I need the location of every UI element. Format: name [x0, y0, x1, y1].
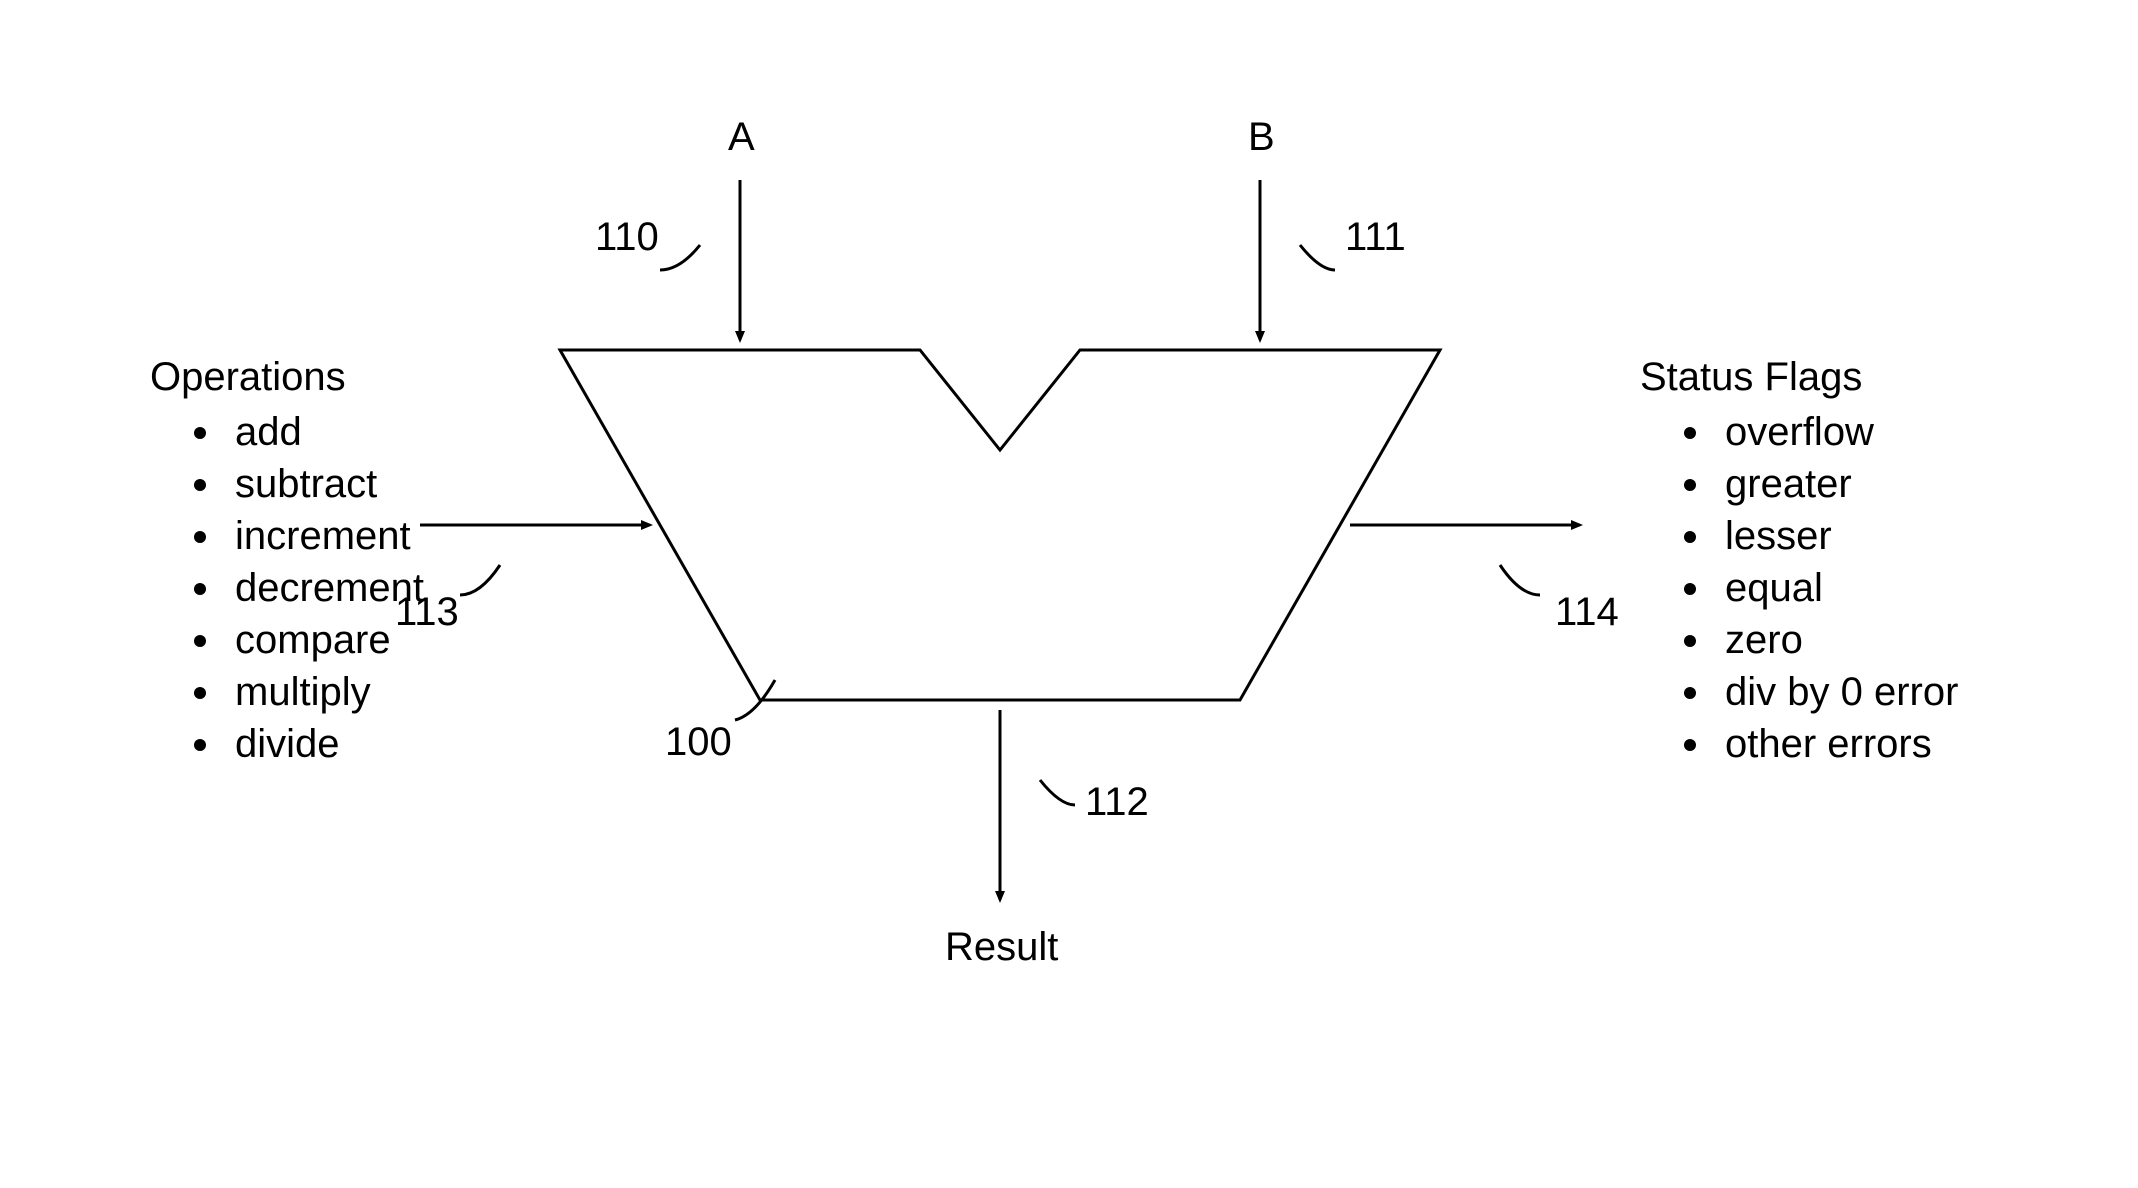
result-label: Result — [945, 925, 1058, 969]
list-item: equal — [1725, 566, 1823, 610]
operations-title: Operations — [150, 355, 346, 399]
alu-shape — [560, 350, 1440, 700]
leader-113 — [460, 565, 500, 595]
ref-114: 114 — [1555, 590, 1619, 634]
list-item: lesser — [1725, 514, 1832, 558]
bullet-icon — [194, 635, 206, 647]
status-flags-title: Status Flags — [1640, 355, 1862, 399]
list-item: increment — [235, 514, 411, 558]
leader-110 — [660, 245, 700, 270]
list-item: zero — [1725, 618, 1803, 662]
leader-111 — [1300, 245, 1335, 270]
list-item: other errors — [1725, 722, 1932, 766]
bullet-icon — [194, 531, 206, 543]
list-item: decrement — [235, 566, 424, 610]
list-item: add — [235, 410, 302, 454]
list-item: overflow — [1725, 410, 1874, 454]
alu-diagram: A B Result 110111112113114100 Operations… — [0, 0, 2138, 1188]
ref-111: 111 — [1345, 215, 1406, 259]
list-item: divide — [235, 722, 340, 766]
ref-112: 112 — [1085, 780, 1149, 824]
leader-114 — [1500, 565, 1540, 595]
bullet-icon — [1684, 479, 1696, 491]
bullet-icon — [194, 739, 206, 751]
bullet-icon — [1684, 739, 1696, 751]
bullet-icon — [1684, 635, 1696, 647]
input-b-label: B — [1248, 115, 1275, 159]
status-flags-list: overflow greater lesser equal zero div by 0 e… — [1684, 410, 1958, 766]
list-item: greater — [1725, 462, 1852, 506]
bullet-icon — [1684, 583, 1696, 595]
operations-list: add subtract increment decrement compare mult… — [194, 410, 424, 766]
list-item: multiply — [235, 670, 371, 714]
list-item: subtract — [235, 462, 377, 506]
list-item: compare — [235, 618, 391, 662]
bullet-icon — [194, 479, 206, 491]
input-a-label: A — [728, 115, 755, 159]
bullet-icon — [194, 427, 206, 439]
ref-100: 100 — [665, 720, 732, 764]
bullet-icon — [1684, 531, 1696, 543]
bullet-icon — [194, 583, 206, 595]
bullet-icon — [194, 687, 206, 699]
bullet-icon — [1684, 427, 1696, 439]
bullet-icon — [1684, 687, 1696, 699]
ref-110: 110 — [595, 215, 659, 259]
list-item: div by 0 error — [1725, 670, 1958, 714]
leader-112 — [1040, 780, 1075, 805]
